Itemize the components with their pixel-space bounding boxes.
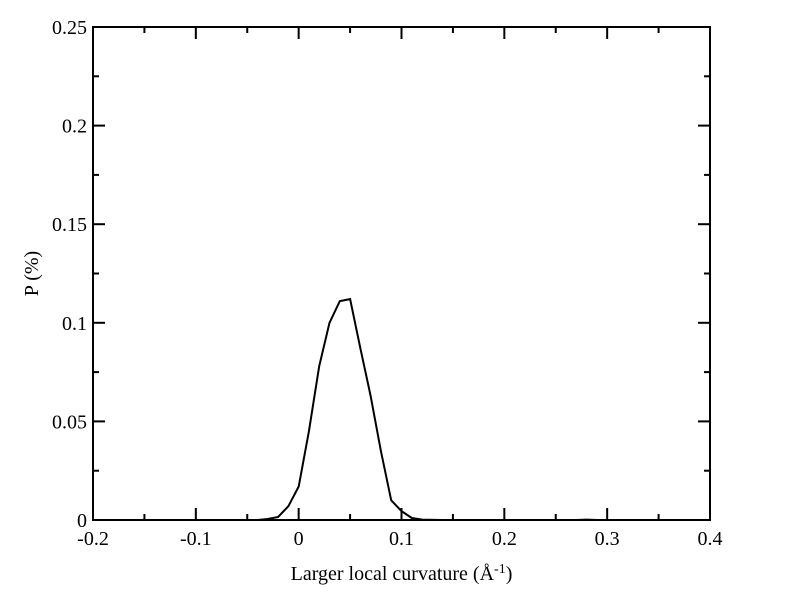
x-axis-label-superscript: -1: [494, 562, 506, 577]
x-tick-label: 0.1: [389, 528, 414, 550]
series-line: [237, 297, 608, 521]
x-axis-label-main: Larger local curvature (Å: [291, 563, 495, 585]
y-tick-label: 0.05: [52, 411, 87, 433]
y-axis-label: P (%): [21, 251, 43, 296]
plot-frame: [92, 26, 711, 521]
tick-labels: -0.2 -0.1 0 0.1 0.2 0.3 0.4 0 0.05 0.1 0.15 0.2 0.25: [52, 17, 723, 550]
y-tick-label: 0.2: [62, 116, 87, 138]
x-tick-label: 0.3: [595, 528, 620, 550]
x-tick-label: -0.1: [180, 528, 212, 550]
y-tick-label: 0.25: [52, 17, 87, 39]
ticks: [92, 26, 711, 521]
x-tick-label: -0.2: [77, 528, 109, 550]
y-tick-label: 0: [77, 510, 87, 532]
y-tick-label: 0.1: [62, 313, 87, 335]
y-tick-label: 0.15: [52, 214, 87, 236]
x-axis-label-suffix: ): [506, 563, 513, 585]
x-axis-label: Larger local curvature (Å-1): [291, 562, 513, 586]
x-tick-label: 0: [294, 528, 304, 550]
x-tick-label: 0.4: [698, 528, 723, 550]
x-tick-label: 0.2: [492, 528, 517, 550]
